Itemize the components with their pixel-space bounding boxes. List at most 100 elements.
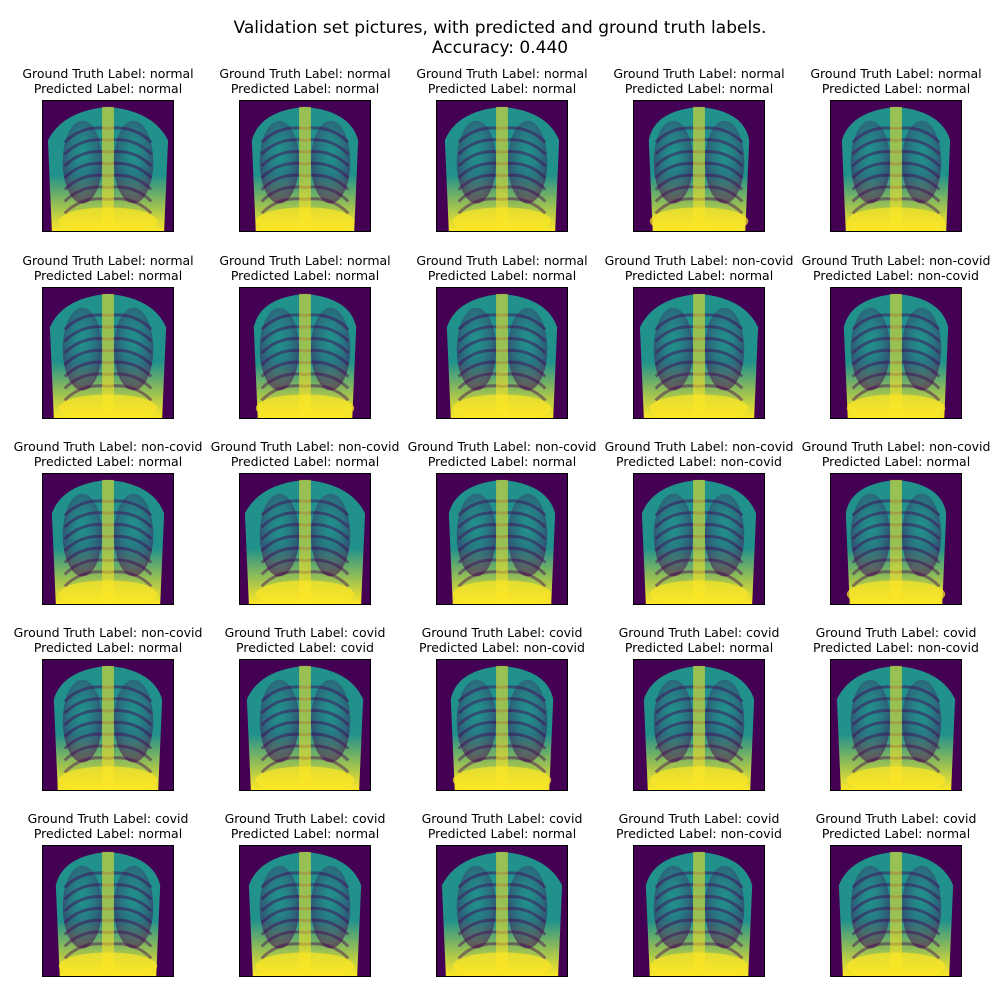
predicted-label: Predicted Label: non-covid [813, 268, 979, 283]
chest-xray-image [633, 659, 765, 791]
ground-truth-label: Ground Truth Label: non-covid [407, 439, 597, 454]
ground-truth-label: Ground Truth Label: covid [224, 811, 386, 826]
chest-xray-image [436, 100, 568, 232]
predicted-label: Predicted Label: normal [427, 826, 577, 841]
predicted-label: Predicted Label: non-covid [616, 454, 782, 469]
predicted-label: Predicted Label: normal [230, 268, 380, 283]
ground-truth-label: Ground Truth Label: non-covid [210, 439, 400, 454]
ground-truth-label: Ground Truth Label: covid [421, 625, 583, 640]
xray-panel: Ground Truth Label: covid Predicted Label… [599, 811, 799, 977]
chest-xray-image [830, 287, 962, 419]
panel-title: Ground Truth Label: covid Predicted Label… [796, 625, 996, 655]
panel-title: Ground Truth Label: normal Predicted Labe… [205, 66, 405, 96]
predicted-label: Predicted Label: non-covid [616, 826, 782, 841]
chest-xray-image [830, 100, 962, 232]
ground-truth-label: Ground Truth Label: normal [810, 66, 982, 81]
panel-title: Ground Truth Label: normal Predicted Labe… [8, 66, 208, 96]
ground-truth-label: Ground Truth Label: covid [224, 625, 386, 640]
xray-panel: Ground Truth Label: non-covid Predicted L… [599, 439, 799, 605]
ground-truth-label: Ground Truth Label: non-covid [604, 439, 794, 454]
xray-panel: Ground Truth Label: normal Predicted Labe… [205, 253, 405, 419]
xray-panel: Ground Truth Label: non-covid Predicted L… [796, 439, 996, 605]
predicted-label: Predicted Label: normal [427, 454, 577, 469]
xray-panel: Ground Truth Label: non-covid Predicted L… [796, 253, 996, 419]
ground-truth-label: Ground Truth Label: normal [22, 253, 194, 268]
ground-truth-label: Ground Truth Label: non-covid [13, 439, 203, 454]
panel-title: Ground Truth Label: non-covid Predicted L… [402, 439, 602, 469]
xray-panel: Ground Truth Label: non-covid Predicted L… [402, 439, 602, 605]
panel-title: Ground Truth Label: normal Predicted Labe… [205, 253, 405, 283]
panel-title: Ground Truth Label: covid Predicted Label… [205, 625, 405, 655]
xray-panel: Ground Truth Label: normal Predicted Labe… [796, 66, 996, 232]
predicted-label: Predicted Label: normal [230, 81, 380, 96]
panel-title: Ground Truth Label: non-covid Predicted L… [599, 253, 799, 283]
chest-xray-image [436, 473, 568, 605]
panel-title: Ground Truth Label: covid Predicted Label… [796, 811, 996, 841]
panel-title: Ground Truth Label: normal Predicted Labe… [796, 66, 996, 96]
ground-truth-label: Ground Truth Label: non-covid [604, 253, 794, 268]
ground-truth-label: Ground Truth Label: covid [815, 811, 977, 826]
predicted-label: Predicted Label: normal [427, 268, 577, 283]
ground-truth-label: Ground Truth Label: non-covid [801, 253, 991, 268]
xray-panel: Ground Truth Label: covid Predicted Label… [796, 625, 996, 791]
ground-truth-label: Ground Truth Label: normal [613, 66, 785, 81]
xray-panel: Ground Truth Label: normal Predicted Labe… [599, 66, 799, 232]
panel-title: Ground Truth Label: covid Predicted Label… [599, 625, 799, 655]
chest-xray-image [436, 845, 568, 977]
chest-xray-image [42, 845, 174, 977]
chest-xray-image [42, 100, 174, 232]
panel-title: Ground Truth Label: non-covid Predicted L… [796, 253, 996, 283]
xray-panel: Ground Truth Label: normal Predicted Labe… [402, 253, 602, 419]
predicted-label: Predicted Label: normal [33, 640, 183, 655]
xray-panel: Ground Truth Label: covid Predicted Label… [8, 811, 208, 977]
xray-panel: Ground Truth Label: normal Predicted Labe… [402, 66, 602, 232]
figure-title-line: Validation set pictures, with predicted … [233, 18, 767, 38]
xray-panel: Ground Truth Label: covid Predicted Label… [205, 625, 405, 791]
ground-truth-label: Ground Truth Label: normal [22, 66, 194, 81]
chest-xray-image [633, 100, 765, 232]
xray-panel: Ground Truth Label: non-covid Predicted L… [205, 439, 405, 605]
chest-xray-image [633, 845, 765, 977]
xray-panel: Ground Truth Label: covid Predicted Label… [205, 811, 405, 977]
ground-truth-label: Ground Truth Label: covid [618, 811, 780, 826]
panel-title: Ground Truth Label: covid Predicted Label… [599, 811, 799, 841]
chest-xray-image [239, 659, 371, 791]
predicted-label: Predicted Label: normal [427, 81, 577, 96]
ground-truth-label: Ground Truth Label: non-covid [801, 439, 991, 454]
chest-xray-image [42, 473, 174, 605]
panel-title: Ground Truth Label: non-covid Predicted L… [8, 625, 208, 655]
chest-xray-image [436, 659, 568, 791]
xray-panel: Ground Truth Label: normal Predicted Labe… [8, 66, 208, 232]
predicted-label: Predicted Label: non-covid [813, 640, 979, 655]
chest-xray-image [239, 287, 371, 419]
predicted-label: Predicted Label: normal [821, 454, 971, 469]
xray-panel: Ground Truth Label: covid Predicted Label… [796, 811, 996, 977]
ground-truth-label: Ground Truth Label: normal [219, 253, 391, 268]
ground-truth-label: Ground Truth Label: covid [815, 625, 977, 640]
xray-panel: Ground Truth Label: covid Predicted Label… [599, 625, 799, 791]
accuracy-line: Accuracy: 0.440 [431, 38, 569, 58]
xray-panel: Ground Truth Label: covid Predicted Label… [402, 625, 602, 791]
chest-xray-image [830, 473, 962, 605]
ground-truth-label: Ground Truth Label: covid [421, 811, 583, 826]
predicted-label: Predicted Label: normal [230, 454, 380, 469]
panel-title: Ground Truth Label: normal Predicted Labe… [402, 253, 602, 283]
panel-title: Ground Truth Label: normal Predicted Labe… [599, 66, 799, 96]
xray-panel: Ground Truth Label: normal Predicted Labe… [8, 253, 208, 419]
chest-xray-image [42, 287, 174, 419]
panel-title: Ground Truth Label: covid Predicted Label… [402, 811, 602, 841]
xray-panel: Ground Truth Label: covid Predicted Label… [402, 811, 602, 977]
ground-truth-label: Ground Truth Label: non-covid [13, 625, 203, 640]
xray-panel: Ground Truth Label: non-covid Predicted L… [8, 625, 208, 791]
panel-title: Ground Truth Label: covid Predicted Label… [402, 625, 602, 655]
panel-title: Ground Truth Label: covid Predicted Label… [8, 811, 208, 841]
chest-xray-image [239, 845, 371, 977]
ground-truth-label: Ground Truth Label: normal [416, 66, 588, 81]
predicted-label: Predicted Label: normal [33, 454, 183, 469]
panel-title: Ground Truth Label: non-covid Predicted L… [796, 439, 996, 469]
xray-panel: Ground Truth Label: non-covid Predicted L… [599, 253, 799, 419]
predicted-label: Predicted Label: normal [33, 826, 183, 841]
predicted-label: Predicted Label: covid [236, 640, 374, 655]
chest-xray-image [436, 287, 568, 419]
figure-title: Validation set pictures, with predicted … [0, 18, 1000, 58]
